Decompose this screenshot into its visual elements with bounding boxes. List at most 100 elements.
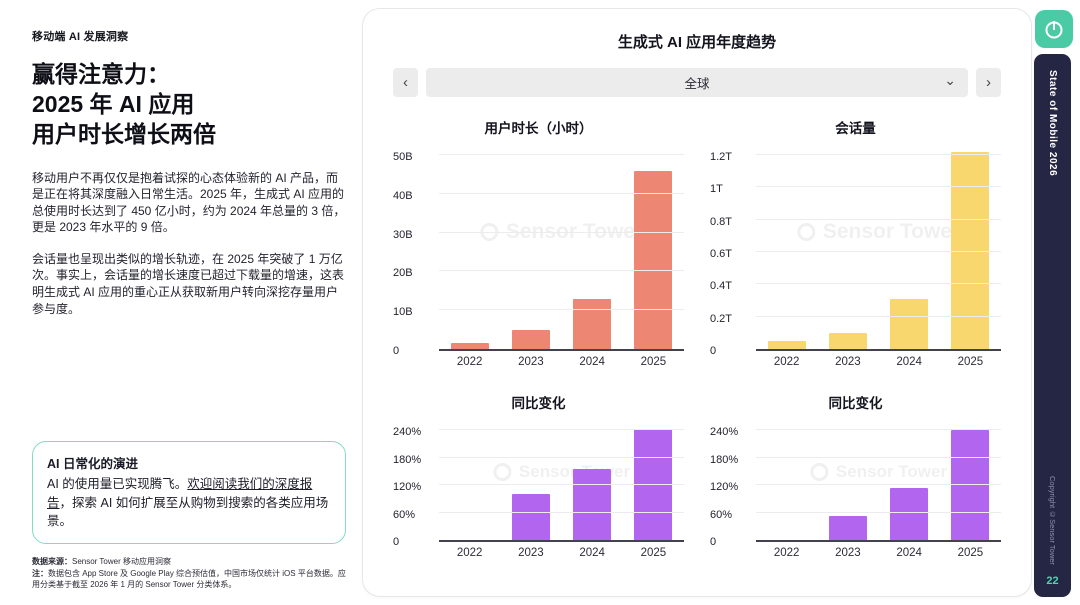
bar-slot bbox=[756, 147, 817, 349]
region-dropdown[interactable]: 全球 ⌄ bbox=[426, 68, 968, 97]
deep-report-link[interactable]: 欢迎阅读我们的深度报告 bbox=[47, 476, 313, 510]
gridline bbox=[439, 231, 684, 233]
y-tick-label: 60% bbox=[393, 508, 416, 521]
footnote-source: 数据来源：Sensor Tower 移动应用洞察 bbox=[32, 556, 346, 568]
page-title-line3: 用户时长增长两倍 bbox=[32, 120, 216, 147]
bar-slot bbox=[623, 422, 684, 540]
bar-slot bbox=[623, 147, 684, 349]
y-tick-label: 0 bbox=[710, 345, 717, 357]
chart-user-hours: 用户时长（小时） 0 10B 20B 30B 40B 50B Sensor Tower 2… bbox=[393, 117, 684, 368]
y-tick-label: 180% bbox=[393, 453, 422, 466]
prev-region-button[interactable]: ‹ bbox=[393, 68, 418, 97]
x-axis-label: 2025 bbox=[957, 356, 984, 368]
x-axis-labels: 2022 2023 2024 2025 bbox=[439, 547, 684, 559]
x-axis-labels: 2022 2023 2024 2025 bbox=[756, 547, 1001, 559]
bar-slot bbox=[756, 422, 817, 540]
chart-title: 用户时长（小时） bbox=[484, 121, 593, 136]
callout-title: AI 日常化的演进 bbox=[47, 456, 138, 471]
bar-2023 bbox=[828, 332, 867, 349]
footnote-note: 注：数据包含 App Store 及 Google Play 综合预估值，中国市… bbox=[32, 568, 346, 591]
chart-title: 同比变化 bbox=[828, 396, 883, 411]
plot-area: Sensor Tower bbox=[439, 422, 684, 542]
gridline bbox=[756, 218, 1001, 220]
gridline bbox=[439, 484, 684, 485]
y-axis: 0 10B 20B 30B 40B 50B bbox=[393, 147, 439, 357]
callout-text-after: ，探索 AI 如何扩展至从购物到搜索的各类应用场景。 bbox=[47, 495, 329, 529]
left-text-panel: 移动端 AI 发展洞察 赢得注意力： 2025 年 AI 应用 用户时长增长两倍… bbox=[0, 0, 362, 605]
y-tick-label: 50B bbox=[393, 151, 413, 163]
bar-2024 bbox=[890, 488, 929, 540]
y-tick-label: 0 bbox=[393, 345, 400, 357]
y-tick-label: 30B bbox=[393, 228, 413, 241]
footnote-source-label: 数据来源： bbox=[32, 557, 72, 567]
chart-title: 会话量 bbox=[835, 121, 876, 136]
bars bbox=[756, 422, 1001, 540]
x-axis-label: 2022 bbox=[773, 356, 800, 368]
x-axis-label: 2023 bbox=[518, 356, 544, 368]
page-title: 赢得注意力： 2025 年 AI 应用 用户时长增长两倍 bbox=[32, 60, 346, 150]
y-tick-label: 240% bbox=[710, 426, 739, 438]
page-title-line2: 2025 年 AI 应用 bbox=[32, 90, 195, 117]
y-tick-label: 40B bbox=[393, 189, 413, 202]
sensor-tower-logo[interactable] bbox=[1035, 10, 1073, 48]
bars bbox=[756, 147, 1001, 349]
brand-rail: State of Mobile 2026 Copyright ©Sensor T… bbox=[1032, 0, 1076, 605]
x-axis-label: 2023 bbox=[518, 547, 544, 559]
bar-slot bbox=[879, 147, 940, 349]
bar-slot bbox=[562, 147, 623, 349]
bar-slot bbox=[500, 147, 561, 349]
chart-yoy-sessions: 同比变化 0 60% 120% 180% 240% Sensor Tower 2022 2… bbox=[710, 392, 1001, 559]
x-axis-label: 2022 bbox=[456, 547, 483, 559]
x-axis-labels: 2022 2023 2024 2025 bbox=[756, 356, 1001, 368]
bar-slot bbox=[940, 147, 1001, 349]
gridline bbox=[439, 154, 684, 155]
bar-slot bbox=[817, 422, 878, 540]
bar-2023 bbox=[511, 494, 550, 540]
y-tick-label: 60% bbox=[710, 508, 733, 521]
gridline bbox=[756, 315, 1001, 317]
x-axis-label: 2024 bbox=[579, 547, 605, 559]
gridline bbox=[756, 283, 1001, 285]
bars bbox=[439, 147, 684, 349]
plot-area: Sensor Tower bbox=[756, 147, 1001, 351]
gridline bbox=[756, 511, 1001, 513]
bar-2022 bbox=[767, 340, 806, 349]
y-tick-label: 0 bbox=[393, 536, 400, 548]
bar-2024 bbox=[890, 298, 929, 349]
chevron-right-icon: › bbox=[986, 74, 991, 91]
region-selector: ‹ 全球 ⌄ › bbox=[393, 68, 1001, 97]
footnote-note-text: 数据包含 App Store 及 Google Play 综合预估值，中国市场仅… bbox=[32, 568, 346, 590]
gridline bbox=[439, 270, 684, 272]
gridline bbox=[439, 456, 684, 458]
region-dropdown-value: 全球 bbox=[684, 77, 710, 91]
gridline bbox=[439, 511, 684, 513]
gridline bbox=[756, 186, 1001, 188]
bar-slot bbox=[439, 422, 500, 540]
bar-2025 bbox=[951, 430, 990, 540]
y-tick-label: 120% bbox=[710, 481, 739, 493]
bar-slot bbox=[562, 422, 623, 540]
sensor-tower-logo-icon bbox=[1045, 21, 1063, 39]
gridline bbox=[439, 192, 684, 194]
callout-box: AI 日常化的演进 AI 的使用量已实现腾飞。欢迎阅读我们的深度报告，探索 AI… bbox=[32, 440, 346, 545]
y-axis: 0 0.2T 0.4T 0.6T 0.8T 1T 1.2T bbox=[710, 147, 756, 357]
y-tick-label: 0 bbox=[710, 536, 717, 548]
x-axis-label: 2022 bbox=[456, 356, 483, 368]
page-title-line1: 赢得注意力： bbox=[32, 61, 170, 87]
x-axis-label: 2023 bbox=[835, 547, 861, 559]
footnote-note-label: 注： bbox=[32, 568, 48, 578]
bar-2023 bbox=[828, 516, 867, 540]
chart-card-title: 生成式 AI 应用年度趋势 bbox=[617, 34, 777, 51]
gridline bbox=[756, 484, 1001, 485]
gridline bbox=[439, 309, 684, 311]
bar-2023 bbox=[511, 329, 550, 349]
chevron-down-icon: ⌄ bbox=[944, 72, 956, 88]
y-tick-label: 0.6T bbox=[710, 248, 733, 260]
x-axis-label: 2023 bbox=[835, 356, 861, 368]
rail-bar: State of Mobile 2026 Copyright ©Sensor T… bbox=[1034, 54, 1071, 597]
chevron-left-icon: ‹ bbox=[403, 74, 408, 91]
plot-area: Sensor Tower bbox=[439, 147, 684, 351]
next-region-button[interactable]: › bbox=[976, 68, 1001, 97]
footnote-source-text: Sensor Tower 移动应用洞察 bbox=[72, 557, 171, 567]
bar-2022 bbox=[450, 343, 489, 349]
